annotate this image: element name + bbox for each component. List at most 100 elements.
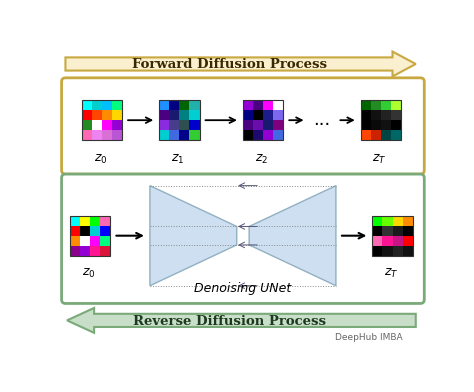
Bar xyxy=(159,130,169,140)
Bar xyxy=(102,110,112,120)
Bar xyxy=(80,236,90,246)
Bar xyxy=(383,216,392,226)
Bar xyxy=(169,120,179,130)
Bar xyxy=(102,130,112,140)
Bar xyxy=(381,130,391,140)
Polygon shape xyxy=(67,308,416,333)
Bar xyxy=(190,110,200,120)
Text: Reverse Diffusion Process: Reverse Diffusion Process xyxy=(133,315,326,328)
Bar xyxy=(179,100,190,110)
Bar xyxy=(90,246,100,256)
Text: $z_{1}$: $z_{1}$ xyxy=(171,152,184,166)
Bar xyxy=(402,226,413,236)
Bar xyxy=(263,120,273,130)
Bar xyxy=(402,216,413,226)
Bar xyxy=(159,100,169,110)
Bar xyxy=(373,236,383,246)
Bar xyxy=(371,100,381,110)
Bar xyxy=(80,226,90,236)
Bar xyxy=(273,120,283,130)
Bar xyxy=(361,110,371,120)
Bar xyxy=(381,110,391,120)
Bar xyxy=(383,226,392,236)
Bar xyxy=(112,120,122,130)
Bar xyxy=(159,110,169,120)
Polygon shape xyxy=(249,186,336,286)
Bar xyxy=(402,246,413,256)
Bar xyxy=(90,236,100,246)
Bar xyxy=(273,100,283,110)
Bar xyxy=(392,216,402,226)
Bar xyxy=(392,226,402,236)
Bar xyxy=(263,130,273,140)
Bar xyxy=(373,226,383,236)
Bar xyxy=(100,246,110,256)
Bar xyxy=(100,216,110,226)
Bar xyxy=(253,110,263,120)
Bar xyxy=(112,100,122,110)
Bar xyxy=(253,130,263,140)
Bar xyxy=(190,120,200,130)
Bar xyxy=(179,130,190,140)
Polygon shape xyxy=(65,51,416,76)
Bar xyxy=(391,130,401,140)
Bar xyxy=(70,216,110,256)
Bar xyxy=(391,110,401,120)
Text: Denoising UNet: Denoising UNet xyxy=(194,282,292,295)
Bar xyxy=(371,130,381,140)
Bar xyxy=(70,216,80,226)
Bar xyxy=(383,236,392,246)
Text: $z_{T}$: $z_{T}$ xyxy=(383,267,398,279)
Bar xyxy=(381,120,391,130)
Bar xyxy=(80,216,90,226)
FancyBboxPatch shape xyxy=(62,174,424,303)
Bar xyxy=(100,236,110,246)
Bar xyxy=(402,236,413,246)
Bar xyxy=(159,120,169,130)
Bar xyxy=(243,130,253,140)
Bar xyxy=(92,100,102,110)
Bar xyxy=(381,100,391,110)
Bar xyxy=(243,100,283,140)
FancyBboxPatch shape xyxy=(62,78,424,174)
Bar xyxy=(391,100,401,110)
Text: DeepHub IMBA: DeepHub IMBA xyxy=(336,333,403,342)
Bar xyxy=(90,216,100,226)
Bar xyxy=(90,226,100,236)
Bar xyxy=(373,216,413,256)
Bar xyxy=(179,110,190,120)
Bar xyxy=(373,246,383,256)
Bar xyxy=(70,236,80,246)
Bar xyxy=(102,100,112,110)
Bar xyxy=(392,246,402,256)
Bar xyxy=(100,226,110,236)
Bar xyxy=(243,100,253,110)
Bar xyxy=(371,110,381,120)
Polygon shape xyxy=(150,186,237,286)
Bar xyxy=(263,100,273,110)
Bar xyxy=(383,246,392,256)
Bar xyxy=(102,120,112,130)
Bar xyxy=(179,120,190,130)
Text: $z_{0}$: $z_{0}$ xyxy=(82,267,95,279)
Bar xyxy=(169,110,179,120)
Text: $z_{0}$: $z_{0}$ xyxy=(93,152,107,166)
Text: Forward Diffusion Process: Forward Diffusion Process xyxy=(132,58,327,71)
Text: $z_{2}$: $z_{2}$ xyxy=(255,152,268,166)
Bar xyxy=(371,120,381,130)
Bar xyxy=(82,110,92,120)
Bar xyxy=(391,120,401,130)
Bar xyxy=(92,120,102,130)
Bar xyxy=(82,100,122,140)
Bar xyxy=(169,130,179,140)
Bar xyxy=(253,100,263,110)
Bar xyxy=(361,120,371,130)
Bar xyxy=(190,100,200,110)
Bar xyxy=(361,130,371,140)
Bar xyxy=(80,246,90,256)
Bar xyxy=(92,130,102,140)
Bar xyxy=(169,100,179,110)
Bar xyxy=(112,130,122,140)
Bar xyxy=(70,246,80,256)
Text: $z_{T}$: $z_{T}$ xyxy=(372,152,387,166)
